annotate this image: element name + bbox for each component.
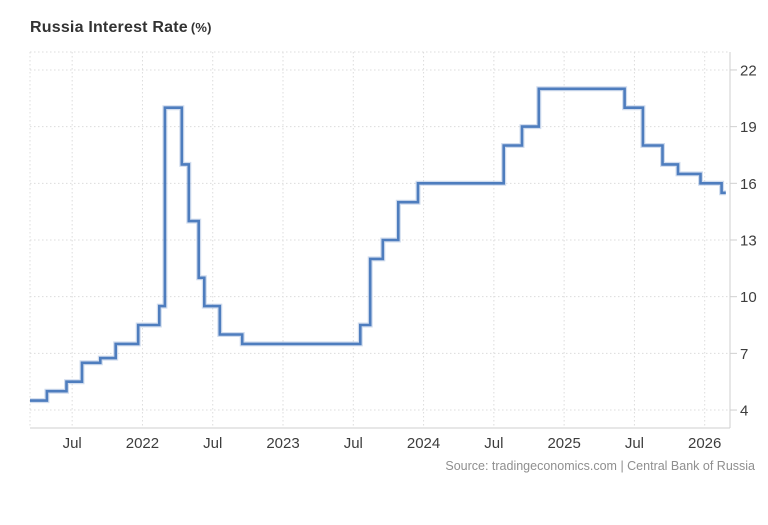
x-axis-label: 2022 [126, 435, 159, 452]
y-axis-label: 7 [740, 346, 748, 363]
x-axis-label: 2023 [266, 435, 299, 452]
y-axis-label: 10 [740, 289, 757, 306]
x-axis-label: Jul [484, 435, 503, 452]
x-axis-label: Jul [203, 435, 222, 452]
y-axis-label: 16 [740, 176, 757, 193]
chart-title-unit: (%) [190, 20, 212, 35]
chart-title: Russia Interest Rate (%) [30, 19, 212, 37]
x-axis-label: 2026 [688, 435, 721, 452]
x-axis-label: Jul [344, 435, 363, 452]
series-step-line [30, 87, 726, 402]
x-axis-label: Jul [63, 435, 82, 452]
y-axis-label: 4 [740, 403, 748, 420]
x-axis-label: 2025 [547, 435, 580, 452]
x-axis-label: Jul [625, 435, 644, 452]
y-axis-label: 13 [740, 233, 757, 250]
y-axis-label: 19 [740, 119, 757, 136]
source-attribution: Source: tradingeconomics.com | Central B… [445, 459, 755, 473]
y-axis-label: 22 [740, 62, 757, 79]
chart-title-text: Russia Interest Rate [30, 19, 188, 36]
x-axis-label: 2024 [407, 435, 440, 452]
